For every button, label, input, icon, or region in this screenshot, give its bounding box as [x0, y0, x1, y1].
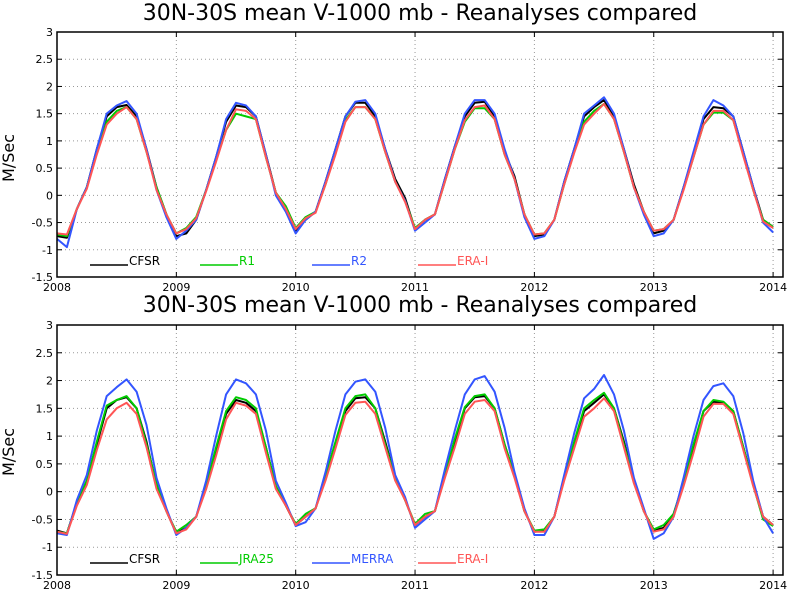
series-group — [56, 374, 774, 540]
y-tick-label: 1.5 — [36, 108, 54, 121]
x-tick-label: 2009 — [162, 579, 190, 592]
y-tick-label: 0 — [46, 486, 53, 499]
x-tick-label: 2008 — [43, 579, 71, 592]
legend-label-merra: MERRA — [351, 552, 394, 566]
y-tick-label: 0 — [46, 189, 53, 202]
plot-frame — [56, 324, 784, 576]
x-tick-label: 2012 — [520, 281, 548, 294]
chart-panel-bottom: 30N-30S mean V-1000 mb - Reanalyses comp… — [0, 293, 787, 592]
legend-label-era-i: ERA-I — [457, 254, 488, 268]
y-tick-label: -0.5 — [32, 513, 53, 526]
chart-title: 30N-30S mean V-1000 mb - Reanalyses comp… — [143, 1, 698, 26]
x-tick-label: 2013 — [640, 281, 668, 294]
legend-label-jra25: JRA25 — [238, 552, 274, 566]
x-tick-label: 2010 — [282, 281, 310, 294]
y-tick-label: 2 — [46, 375, 53, 388]
x-tick-label: 2011 — [401, 579, 429, 592]
y-tick-label: -0.5 — [32, 217, 53, 230]
x-tick-label: 2014 — [759, 281, 787, 294]
x-tick-labels: 2008 2009 2010 2011 2012 2013 2014 — [43, 32, 787, 294]
y-tick-label: 1 — [46, 430, 53, 443]
legend: CFSR R1 R2 ERA-I — [90, 254, 488, 268]
y-tick-label: -1.5 — [32, 271, 53, 284]
series-line-r2 — [56, 96, 774, 249]
y-tick-label: 3 — [46, 319, 53, 332]
y-tick-label: -1.5 — [32, 569, 53, 582]
y-tick-label: -1 — [42, 541, 53, 554]
x-tick-label: 2011 — [401, 281, 429, 294]
y-axis-label: M/Sec — [0, 134, 18, 182]
y-tick-label: 3 — [46, 26, 53, 39]
y-tick-label: 1 — [46, 135, 53, 148]
x-tick-label: 2013 — [640, 579, 668, 592]
x-tick-label: 2008 — [43, 281, 71, 294]
legend-label-cfsr: CFSR — [129, 552, 160, 566]
series-line-merra — [56, 374, 774, 540]
y-tick-label: 0.5 — [36, 458, 54, 471]
x-tick-label: 2014 — [759, 579, 787, 592]
x-tick-label: 2012 — [520, 579, 548, 592]
series-line-era-i — [56, 102, 774, 236]
y-tick-label: 2.5 — [36, 347, 54, 360]
x-tick-label: 2009 — [162, 281, 190, 294]
plot-frame — [56, 31, 784, 278]
x-tick-labels: 2008 2009 2010 2011 2012 2013 2014 — [43, 325, 787, 592]
y-axis-label: M/Sec — [0, 428, 18, 476]
chart-title: 30N-30S mean V-1000 mb - Reanalyses comp… — [143, 293, 698, 318]
legend: CFSR JRA25 MERRA ERA-I — [90, 552, 488, 566]
grid — [57, 32, 783, 277]
y-tick-label: 0.5 — [36, 162, 54, 175]
series-line-era-i — [56, 397, 774, 535]
y-tick-label: 2 — [46, 80, 53, 93]
y-tick-labels: -1.5 -1 -0.5 0 0.5 1 1.5 2 2.5 3 — [32, 26, 783, 284]
x-tick-label: 2010 — [282, 579, 310, 592]
legend-label-era-i: ERA-I — [457, 552, 488, 566]
y-tick-labels: -1.5 -1 -0.5 0 0.5 1 1.5 2 2.5 3 — [32, 319, 783, 582]
series-group — [56, 96, 774, 249]
legend-label-r1: R1 — [239, 254, 255, 268]
grid — [57, 325, 783, 575]
y-tick-label: -1 — [42, 244, 53, 257]
y-tick-label: 1.5 — [36, 402, 54, 415]
legend-label-cfsr: CFSR — [129, 254, 160, 268]
legend-label-r2: R2 — [351, 254, 367, 268]
y-tick-label: 2.5 — [36, 53, 54, 66]
chart-panel-top: 30N-30S mean V-1000 mb - Reanalyses comp… — [0, 1, 787, 294]
